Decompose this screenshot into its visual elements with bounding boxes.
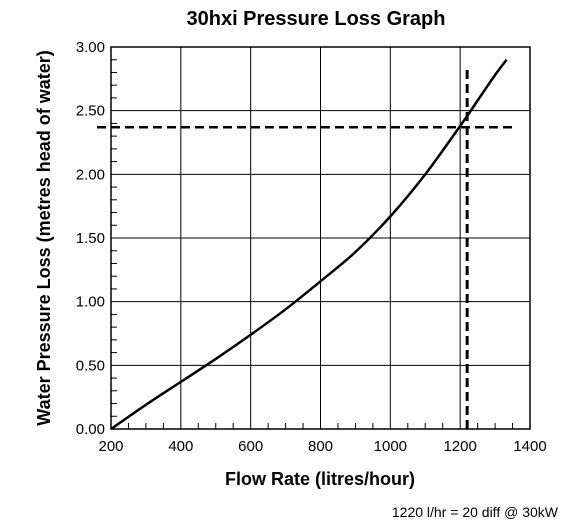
pressure-loss-curve [110, 58, 508, 431]
x-tick-label: 200 [98, 438, 123, 455]
chart-title: 30hxi Pressure Loss Graph [186, 8, 445, 30]
y-tick-label: 2.00 [76, 166, 105, 183]
y-tick-labels: 0.00 0.50 1.00 1.50 2.00 2.50 3.00 [76, 39, 105, 438]
y-tick-label: 0.00 [76, 421, 105, 438]
y-tick-label: 1.00 [76, 294, 105, 311]
y-tick-label: 3.00 [76, 39, 105, 56]
series-group [110, 58, 508, 431]
minor-ticks [111, 59, 514, 429]
y-tick-label: 0.50 [76, 357, 105, 374]
x-axis-label: Flow Rate (litres/hour) [225, 469, 415, 489]
x-tick-label: 1400 [513, 438, 546, 455]
grid [111, 47, 530, 429]
x-tick-labels: 200 400 600 800 1000 1200 1400 [98, 438, 546, 455]
y-tick-label: 2.50 [76, 103, 105, 120]
plot-frame [110, 46, 531, 430]
footnote: 1220 l/hr = 20 diff @ 30kW [392, 504, 559, 520]
x-tick-label: 600 [238, 438, 263, 455]
reference-lines [97, 66, 513, 429]
y-tick-label: 1.50 [76, 230, 105, 247]
x-tick-label: 1200 [443, 438, 476, 455]
x-tick-label: 800 [308, 438, 333, 455]
y-axis-label: Water Pressure Loss (metres head of wate… [34, 50, 54, 425]
x-tick-label: 400 [168, 438, 193, 455]
x-tick-label: 1000 [374, 438, 407, 455]
